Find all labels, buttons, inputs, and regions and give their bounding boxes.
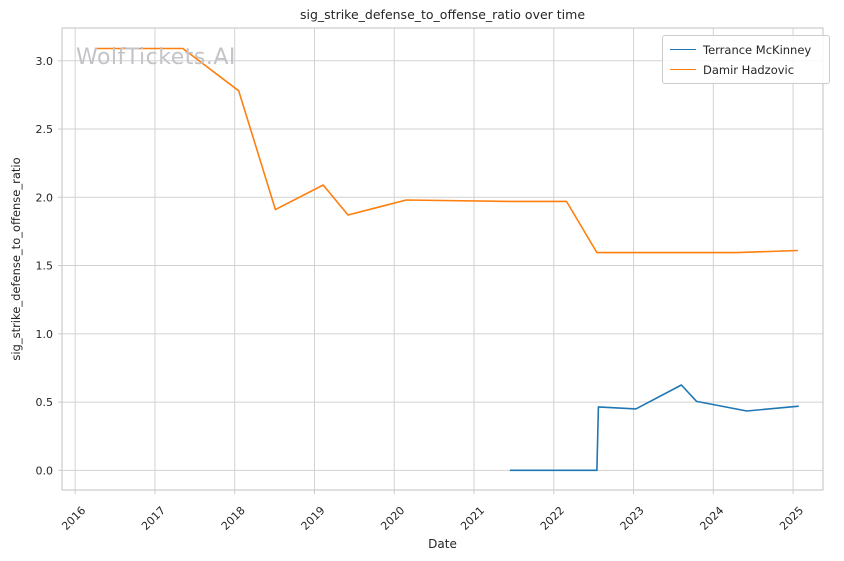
- y-tick-labels: 0.0 0.5 1.0 1.5 2.0 2.5 3.0: [36, 55, 54, 478]
- tick-marks: [58, 60, 794, 494]
- legend: Terrance McKinney Damir Hadzovic: [662, 35, 830, 84]
- legend-entry: Terrance McKinney: [670, 42, 821, 57]
- x-axis-label: Date: [428, 537, 457, 551]
- x-tick-label: 2018: [219, 504, 248, 533]
- series-lines: [95, 47, 799, 472]
- x-tick-label: 2024: [697, 504, 726, 533]
- series-line-1: [95, 47, 798, 254]
- gridlines: [62, 28, 823, 490]
- axes-spines: [61, 27, 824, 491]
- watermark: WolfTickets.AI: [76, 45, 236, 70]
- x-tick-label: 2025: [777, 504, 806, 533]
- x-tick-label: 2019: [299, 504, 328, 533]
- legend-label: Terrance McKinney: [703, 42, 812, 57]
- x-tick-label: 2017: [139, 504, 168, 533]
- y-tick-label: 3.0: [36, 55, 54, 68]
- plot-border: [61, 27, 824, 491]
- y-axis-label: sig_strike_defense_to_offense_ratio: [9, 157, 23, 361]
- series-line-0: [509, 384, 799, 472]
- y-tick-label: 1.0: [36, 328, 54, 341]
- x-tick-label: 2020: [378, 504, 407, 533]
- legend-line-swatch: [670, 48, 696, 51]
- x-tick-label: 2016: [59, 504, 88, 533]
- y-tick-label: 1.5: [36, 260, 54, 273]
- legend-line-swatch: [670, 68, 696, 71]
- y-tick-label: 2.0: [36, 191, 54, 204]
- legend-entry: Damir Hadzovic: [670, 62, 821, 77]
- legend-label: Damir Hadzovic: [703, 62, 795, 77]
- x-tick-label: 2021: [458, 504, 487, 533]
- x-tick-label: 2022: [538, 504, 567, 533]
- chart-title: sig_strike_defense_to_offense_ratio over…: [299, 7, 586, 22]
- y-tick-label: 2.5: [36, 123, 54, 136]
- x-tick-label: 2023: [618, 504, 647, 533]
- x-tick-labels: 2016 2017 2018 2019 2020 2021 2022 2023 2024 2025: [59, 504, 806, 533]
- y-tick-label: 0.0: [36, 464, 54, 477]
- y-tick-label: 0.5: [36, 396, 54, 409]
